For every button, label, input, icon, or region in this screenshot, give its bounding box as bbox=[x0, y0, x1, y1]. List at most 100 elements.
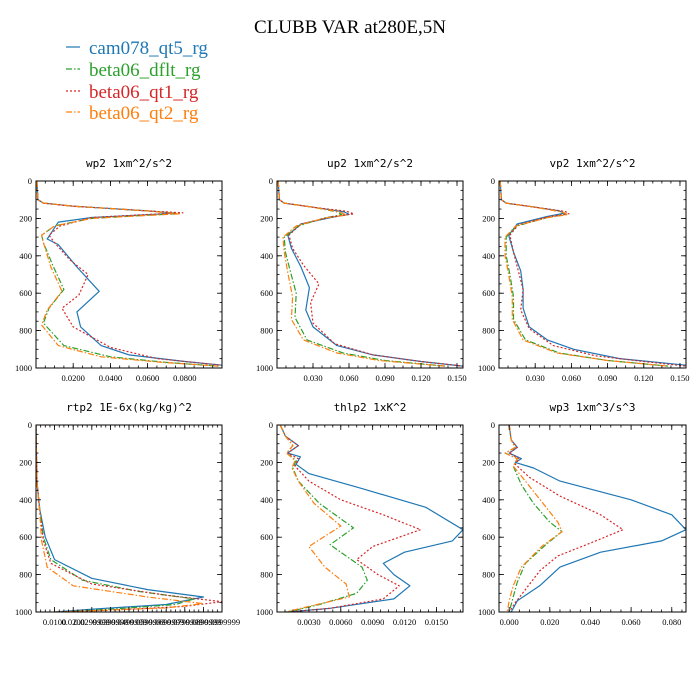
plot-frame bbox=[35, 180, 223, 369]
x-tick-label: 0.120 bbox=[634, 373, 653, 383]
series-line-beta06_dflt_rg bbox=[277, 181, 446, 367]
series-line-beta06_qt1_rg bbox=[279, 425, 422, 612]
series-line-beta06_qt2_rg bbox=[36, 425, 204, 612]
y-tick-label: 800 bbox=[260, 326, 273, 336]
legend-item: beta06_dflt_rg bbox=[66, 60, 201, 81]
plot-frame bbox=[276, 424, 464, 613]
panel-title: rtp2 1E-6x(kg/kg)^2 bbox=[66, 401, 192, 414]
y-tick-label: 1000 bbox=[256, 607, 273, 617]
plot-frame bbox=[35, 424, 223, 613]
series-line-beta06_qt2_rg bbox=[36, 181, 219, 367]
x-tick-label: 0.090 bbox=[375, 373, 394, 383]
series-line-beta06_qt2_rg bbox=[504, 425, 563, 612]
x-tick-label: 0.0699999 bbox=[148, 617, 184, 627]
x-tick-label: 0.0899999 bbox=[185, 617, 221, 627]
x-tick-label: 0.000 bbox=[500, 617, 519, 627]
series-line-beta06_dflt_rg bbox=[499, 181, 668, 367]
y-tick-label: 600 bbox=[482, 288, 495, 298]
panel-title: wp3 1xm^3/s^3 bbox=[549, 401, 635, 414]
panel: up2 1xm^2/s^2 0 200 400 600 800 1000 0.030 0.060… bbox=[256, 157, 467, 383]
legend-item: beta06_qt2_rg bbox=[66, 103, 199, 124]
plot-frame bbox=[498, 180, 687, 369]
x-tick-label: 0.0030 bbox=[297, 617, 320, 627]
series-group bbox=[36, 425, 222, 612]
plot-frame bbox=[498, 424, 687, 613]
x-tick-label: 0.060 bbox=[622, 617, 641, 627]
x-tick-label: 0.0200 bbox=[62, 373, 85, 383]
series-line-cam078_qt5_rg bbox=[508, 425, 686, 612]
y-tick-label: 1000 bbox=[478, 607, 495, 617]
panel-title: up2 1xm^2/s^2 bbox=[327, 157, 413, 170]
x-tick-label: 0.0800 bbox=[173, 373, 196, 383]
legend: cam078_qt5_rg beta06_dflt_rg beta06_qt1_… bbox=[66, 38, 208, 124]
x-tick-label: 0.0999999 bbox=[204, 617, 240, 627]
legend-label: beta06_qt1_rg bbox=[89, 82, 199, 103]
series-line-beta06_qt1_rg bbox=[277, 181, 463, 367]
y-tick-label: 600 bbox=[19, 288, 32, 298]
series-line-cam078_qt5_rg bbox=[499, 181, 686, 366]
series-line-beta06_dflt_rg bbox=[36, 181, 219, 367]
series-line-beta06_qt1_rg bbox=[36, 425, 222, 612]
legend-label: beta06_qt2_rg bbox=[89, 103, 199, 124]
panel: wp2 1xm^2/s^2 0 200 400 600 800 1000 0.0200 0.04… bbox=[15, 157, 223, 383]
x-tick-label: 0.0400 bbox=[99, 373, 122, 383]
y-tick-label: 1000 bbox=[15, 607, 32, 617]
panel-title: thlp2 1xK^2 bbox=[334, 401, 407, 414]
series-group bbox=[279, 425, 463, 612]
y-tick-label: 1000 bbox=[478, 363, 495, 373]
x-tick-label: 0.060 bbox=[562, 373, 581, 383]
y-tick-label: 200 bbox=[19, 457, 32, 467]
series-line-beta06_qt1_rg bbox=[499, 181, 686, 367]
series-line-beta06_qt1_rg bbox=[508, 425, 624, 612]
panel: vp2 1xm^2/s^2 0 200 400 600 800 1000 0.030 0.060… bbox=[478, 157, 690, 383]
series-line-cam078_qt5_rg bbox=[277, 181, 463, 367]
y-tick-label: 200 bbox=[482, 457, 495, 467]
x-tick-label: 0.0200 bbox=[62, 617, 85, 627]
y-tick-label: 200 bbox=[482, 213, 495, 223]
y-tick-label: 800 bbox=[19, 326, 32, 336]
x-tick-label: 0.0100 bbox=[43, 617, 66, 627]
y-tick-label: 200 bbox=[260, 457, 273, 467]
x-tick-label: 0.0499999 bbox=[111, 617, 147, 627]
x-tick-label: 0.0799999 bbox=[167, 617, 203, 627]
panel: wp3 1xm^3/s^3 0 200 400 600 800 1000 0.000 0.020… bbox=[478, 401, 687, 627]
panel: thlp2 1xK^2 0 200 400 600 800 1000 0.0030 0.0060… bbox=[256, 401, 464, 627]
x-tick-label: 0.030 bbox=[526, 373, 545, 383]
x-tick-label: 0.150 bbox=[670, 373, 689, 383]
series-group bbox=[504, 425, 686, 612]
x-tick-label: 0.020 bbox=[540, 617, 559, 627]
y-tick-label: 0 bbox=[28, 420, 32, 430]
y-tick-label: 800 bbox=[19, 570, 32, 580]
y-tick-label: 400 bbox=[19, 495, 32, 505]
legend-item: cam078_qt5_rg bbox=[66, 38, 208, 59]
y-tick-label: 200 bbox=[260, 213, 273, 223]
x-tick-label: 0.0150 bbox=[425, 617, 448, 627]
series-line-beta06_qt2_rg bbox=[499, 181, 668, 367]
x-tick-label: 0.0060 bbox=[329, 617, 352, 627]
x-tick-label: 0.0600 bbox=[136, 373, 159, 383]
y-tick-label: 400 bbox=[482, 495, 495, 505]
series-line-cam078_qt5_rg bbox=[279, 425, 463, 612]
series-group bbox=[36, 181, 222, 367]
y-tick-label: 400 bbox=[482, 251, 495, 261]
series-line-cam078_qt5_rg bbox=[36, 425, 204, 612]
y-tick-label: 800 bbox=[482, 570, 495, 580]
x-tick-label: 0.090 bbox=[598, 373, 617, 383]
y-tick-label: 0 bbox=[269, 176, 273, 186]
x-tick-label: 0.0399999 bbox=[92, 617, 128, 627]
panel: rtp2 1E-6x(kg/kg)^2 0 200 400 600 800 1000 0.01… bbox=[15, 401, 240, 627]
y-tick-label: 1000 bbox=[256, 363, 273, 373]
y-tick-label: 0 bbox=[269, 420, 273, 430]
panel-title: wp2 1xm^2/s^2 bbox=[86, 157, 172, 170]
y-tick-label: 600 bbox=[260, 532, 273, 542]
x-tick-label: 0.060 bbox=[339, 373, 358, 383]
legend-label: beta06_dflt_rg bbox=[89, 60, 201, 81]
legend-label: cam078_qt5_rg bbox=[89, 38, 208, 59]
x-tick-label: 0.0299999 bbox=[74, 617, 110, 627]
x-tick-label: 0.120 bbox=[411, 373, 430, 383]
y-tick-label: 200 bbox=[19, 213, 32, 223]
y-tick-label: 400 bbox=[260, 495, 273, 505]
y-tick-label: 600 bbox=[260, 288, 273, 298]
